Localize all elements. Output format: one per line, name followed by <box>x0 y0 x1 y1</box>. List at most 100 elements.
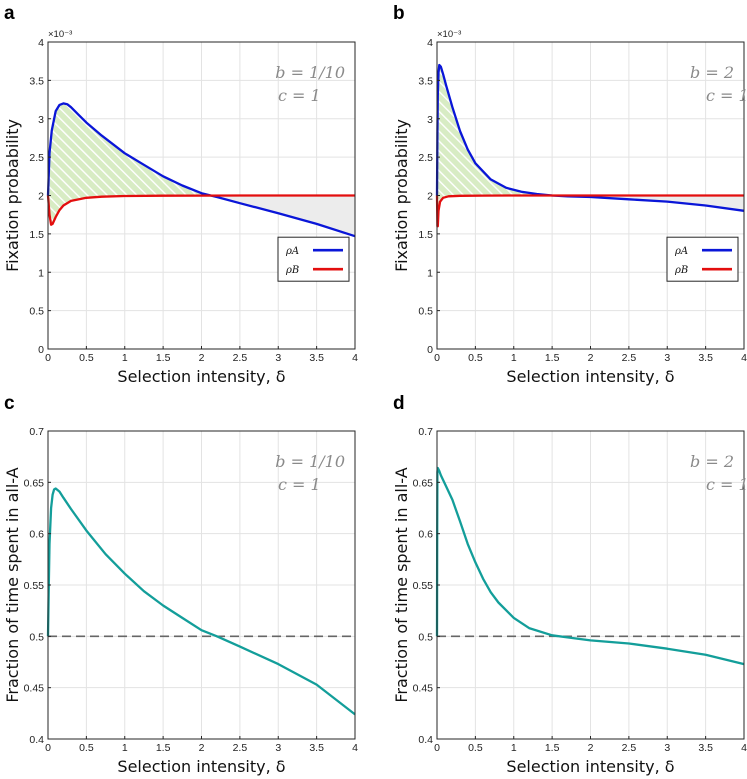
x-tick-label: 0 <box>434 742 440 754</box>
x-tick-label: 2 <box>588 352 594 364</box>
y-tick-label: 0.7 <box>418 426 433 438</box>
y-tick-label: 0.45 <box>24 683 45 695</box>
x-tick-label: 0.5 <box>468 742 483 754</box>
legend-box <box>666 236 739 282</box>
x-tick-label: 0 <box>434 352 440 364</box>
x-tick-label: 1.5 <box>545 742 560 754</box>
y-tick-label: 0.65 <box>413 477 434 489</box>
legend-box <box>277 236 350 282</box>
x-tick-label: 2 <box>199 352 205 364</box>
x-tick-label: 2 <box>199 742 205 754</box>
x-tick-label: 1 <box>511 352 517 364</box>
y-tick-label: 0 <box>427 344 433 356</box>
legend-label: ρA <box>674 246 688 257</box>
x-tick-label: 0.5 <box>79 352 94 364</box>
y-axis-label: Fraction of time spent in all-A <box>3 467 22 702</box>
legend: ρA ρB <box>666 236 739 282</box>
y-tick-label: 0.6 <box>29 529 44 541</box>
x-axis-label: Selection intensity, δ <box>506 757 674 776</box>
series-line-a <box>435 466 745 666</box>
y-tick-label: 0.4 <box>418 734 433 746</box>
x-tick-label: 0.5 <box>468 352 483 364</box>
legend-label: ρA <box>285 246 299 257</box>
x-tick-label: 3.5 <box>309 742 324 754</box>
x-tick-label: 2.5 <box>622 352 637 364</box>
legend-label: ρB <box>285 265 299 276</box>
x-tick-label: 4 <box>741 352 747 364</box>
panel-label: c <box>4 393 15 414</box>
x-tick-label: 1 <box>122 742 128 754</box>
y-tick-label: 0.55 <box>24 580 45 592</box>
series-line-b <box>46 194 355 226</box>
x-tick-label: 1.5 <box>156 352 171 364</box>
y-tick-label: 3 <box>427 114 433 126</box>
y-tick-label: 0.55 <box>413 580 434 592</box>
shaded-region-disadvantage <box>552 195 744 211</box>
y-tick-label: 0.5 <box>29 631 44 643</box>
x-axis-label: Selection intensity, δ <box>117 367 285 386</box>
x-tick-label: 1.5 <box>545 352 560 364</box>
x-tick-label: 3 <box>275 352 281 364</box>
x-tick-label: 1.5 <box>156 742 171 754</box>
x-tick-label: 3.5 <box>698 352 713 364</box>
y-axis-label: Fixation probability <box>3 119 22 272</box>
x-tick-label: 2.5 <box>233 742 248 754</box>
series-line-b <box>435 194 744 228</box>
panel-label: d <box>393 393 405 414</box>
y-tick-label: 0.5 <box>418 631 433 643</box>
y-tick-label: 0.45 <box>413 683 434 695</box>
annotation-c: c = 1 <box>278 475 321 494</box>
y-tick-label: 1 <box>38 267 44 279</box>
panel-label: b <box>393 3 405 24</box>
x-tick-label: 2 <box>588 742 594 754</box>
y-tick-label: 0.5 <box>418 306 433 318</box>
y-tick-label: 2.5 <box>29 152 44 164</box>
annotation-c: c = 1 <box>706 475 747 494</box>
panel-label: a <box>4 3 15 24</box>
panel-a: 0 0.5 1 1.5 2 2.5 3 3.5 4 0 0.5 1 1.5 2 2.5 3 3.5 4 ×10⁻³ S… <box>3 3 358 386</box>
x-tick-label: 4 <box>352 352 358 364</box>
y-tick-label: 1.5 <box>29 229 44 241</box>
x-tick-label: 1 <box>122 352 128 364</box>
shaded-region-disadvantage <box>211 195 355 237</box>
panel-c: 0 0.5 1 1.5 2 2.5 3 3.5 4 0.4 0.45 0.5 0.55 0.6 0.65 0.… <box>3 393 358 776</box>
annotation-b: b = 1/10 <box>275 63 345 82</box>
y-tick-label: 0.4 <box>29 734 44 746</box>
x-tick-label: 4 <box>352 742 358 754</box>
annotation-b: b = 2 <box>690 452 734 471</box>
y-tick-label: 1 <box>427 267 433 279</box>
y-tick-label: 0.7 <box>29 426 44 438</box>
y-tick-label: 0.6 <box>418 529 433 541</box>
y-tick-label: 4 <box>427 37 433 49</box>
y-axis-label: Fraction of time spent in all-A <box>392 467 411 702</box>
y-axis-label: Fixation probability <box>392 119 411 272</box>
x-tick-label: 0 <box>45 742 51 754</box>
series-line-a <box>46 487 356 716</box>
annotation-b: b = 1/10 <box>275 452 345 471</box>
annotation-c: c = 1 <box>706 86 747 105</box>
y-tick-label: 3.5 <box>29 75 44 87</box>
shaded-region-advantage <box>437 65 553 227</box>
shaded-region-advantage <box>48 103 211 225</box>
y-tick-label: 0.65 <box>24 477 45 489</box>
x-tick-label: 3.5 <box>698 742 713 754</box>
x-tick-label: 3 <box>275 742 281 754</box>
y-tick-label: 2 <box>427 191 433 203</box>
panel-d: 0 0.5 1 1.5 2 2.5 3 3.5 4 0.4 0.45 0.5 0.55 0.6 0.65 0.… <box>392 393 747 776</box>
y-multiplier: ×10⁻³ <box>48 29 72 40</box>
y-tick-label: 1.5 <box>418 229 433 241</box>
x-tick-label: 1 <box>511 742 517 754</box>
annotation-b: b = 2 <box>690 63 734 82</box>
x-tick-label: 3 <box>664 742 670 754</box>
x-tick-label: 3 <box>664 352 670 364</box>
annotation-c: c = 1 <box>278 86 321 105</box>
y-tick-label: 3 <box>38 114 44 126</box>
y-tick-label: 2 <box>38 191 44 203</box>
y-multiplier: ×10⁻³ <box>437 29 461 40</box>
x-axis-label: Selection intensity, δ <box>117 757 285 776</box>
x-tick-label: 2.5 <box>622 742 637 754</box>
legend-label: ρB <box>674 265 688 276</box>
legend: ρA ρB <box>277 236 350 282</box>
panel-b: 0 0.5 1 1.5 2 2.5 3 3.5 4 0 0.5 1 1.5 2 2.5 3 3.5 4 ×10⁻³ S… <box>392 3 747 386</box>
